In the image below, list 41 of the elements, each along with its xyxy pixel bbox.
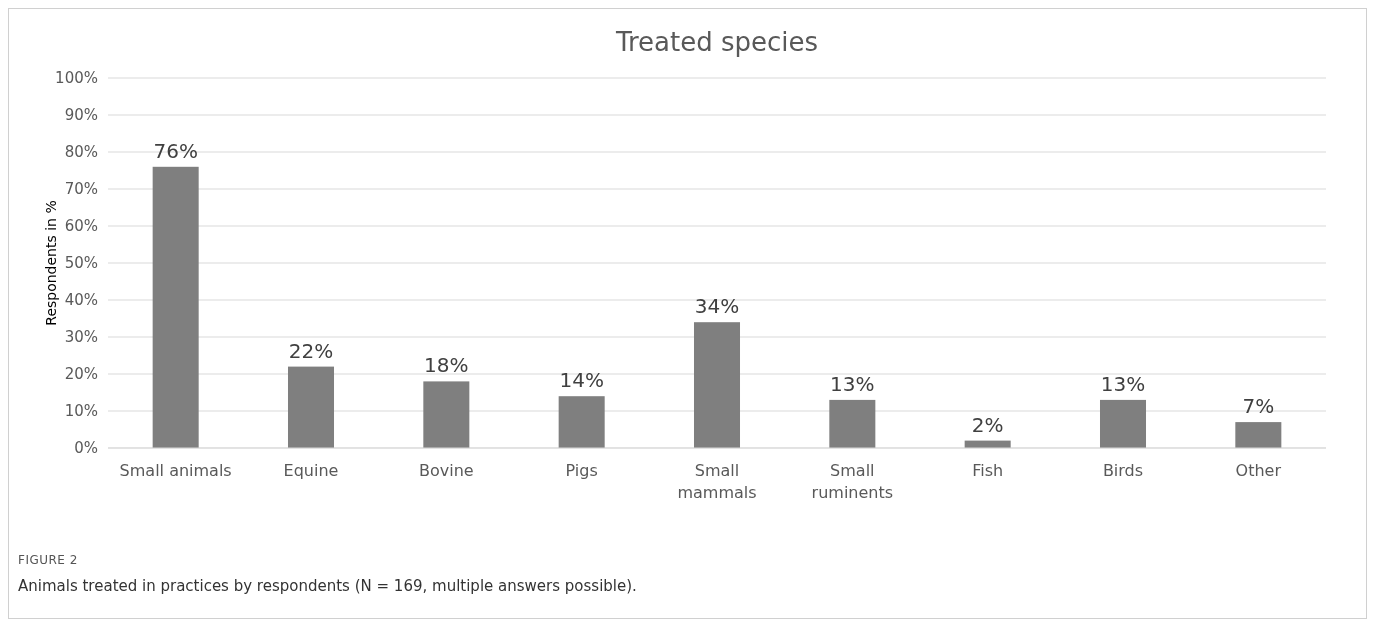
caption: FIGURE 2: [18, 553, 78, 567]
bar: [558, 396, 605, 448]
bar: [829, 399, 876, 448]
data-label: 14%: [559, 368, 604, 393]
bar: [423, 381, 470, 448]
y-tick-label: 0%: [74, 439, 98, 458]
x-tick-label: Fish: [972, 461, 1004, 480]
data-label: 76%: [153, 138, 198, 163]
y-axis-title: Respondents in %: [43, 200, 59, 326]
x-tick-label: Pigs: [565, 461, 598, 480]
x-tick-label: Birds: [1102, 461, 1144, 480]
y-tick-label: 10%: [64, 402, 98, 421]
chart-title: Treated species: [614, 27, 819, 57]
y-tick-label: 100%: [55, 69, 98, 88]
bar: [287, 366, 335, 448]
y-tick-label: 60%: [64, 217, 98, 236]
x-tick-label: Small animals: [119, 461, 232, 480]
y-tick-label: 70%: [64, 180, 98, 199]
x-tick-label: Equine: [283, 461, 339, 480]
x-tick-label: Bovine: [419, 461, 474, 480]
data-label: 22%: [288, 338, 334, 363]
y-tick-label: 30%: [64, 328, 98, 347]
data-label: 34%: [694, 294, 740, 319]
data-label: 7%: [1242, 394, 1275, 419]
y-tick-label: 80%: [64, 143, 98, 162]
data-label: 2%: [971, 412, 1004, 437]
bar: [152, 166, 199, 448]
y-tick-label: 20%: [64, 365, 98, 384]
data-label: 13%: [830, 371, 875, 396]
text: Animals treated in practices by respondents (N = 169, multiple answers possible).: [18, 577, 637, 595]
x-tick-label: Small mammals: [677, 461, 757, 502]
x-tick-label: Other: [1235, 461, 1282, 480]
bar: [693, 322, 741, 448]
y-tick-label: 40%: [64, 291, 98, 310]
data-label: 18%: [424, 353, 469, 378]
bar: [1099, 399, 1146, 448]
y-tick-label: 90%: [64, 106, 98, 125]
y-tick-label: 50%: [64, 254, 98, 273]
data-label: 13%: [1100, 371, 1146, 396]
x-tick-label: Small ruminents: [811, 461, 894, 502]
bar: [1235, 422, 1282, 448]
